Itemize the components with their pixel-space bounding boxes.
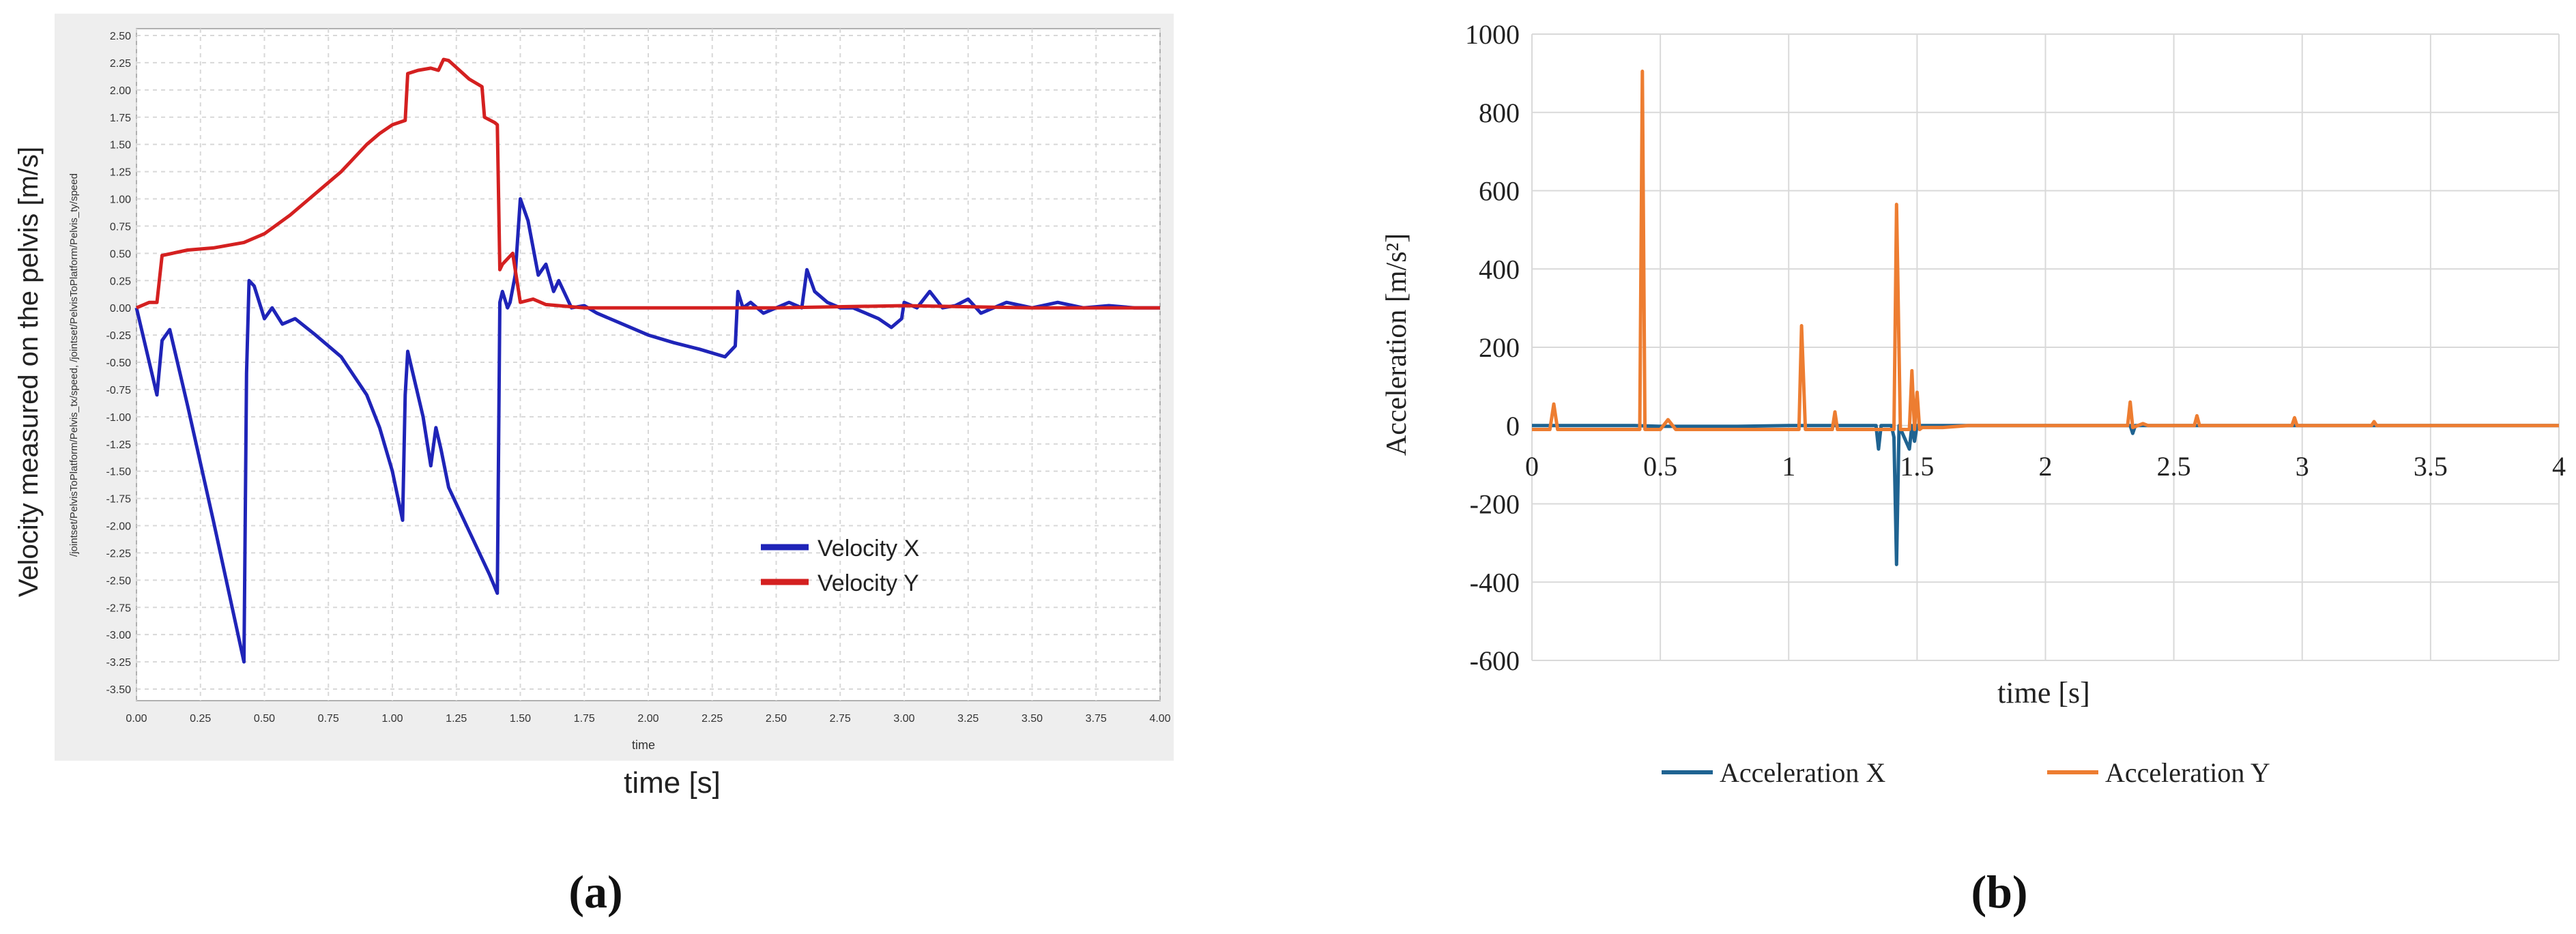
a-xtick-label: 2.75 (830, 713, 851, 725)
a-ytick-label: 1.25 (110, 167, 131, 179)
panel-label-a: (a) (568, 866, 622, 918)
a-xtick-label: 2.00 (637, 713, 659, 725)
a-xtick-label: 1.00 (381, 713, 403, 725)
b-ytick-label: 800 (1479, 98, 1520, 128)
a-ytick-label: -3.25 (106, 657, 132, 669)
a-ytick-label: -3.00 (106, 630, 132, 641)
b-xtick-label: 4 (2552, 451, 2566, 482)
a-xtick-label: 0.75 (318, 713, 339, 725)
a-ytick-label: -2.75 (106, 602, 132, 614)
a-xtick-label: 3.75 (1086, 713, 1107, 725)
a-ytick-label: -2.50 (106, 575, 132, 587)
b-ytick-label: -400 (1470, 567, 1520, 598)
a-ytick-label: 2.50 (110, 31, 131, 42)
panel-b-y-ticks: 1000 800 600 400 200 0 -200 -400 -600 (1465, 19, 1520, 676)
a-xtick-label: 0.25 (190, 713, 211, 725)
a-ytick-label: -3.50 (106, 684, 132, 696)
a-xtick-label: 0.00 (126, 713, 147, 725)
a-ytick-label: 1.75 (110, 113, 131, 124)
b-xtick-label: 1.5 (1900, 451, 1934, 482)
a-xtick-label: 0.50 (254, 713, 275, 725)
velocity-x-line (134, 197, 1160, 664)
b-xtick-label: 2.5 (2157, 451, 2191, 482)
acceleration-y-line (1532, 70, 2559, 431)
b-ytick-label: 1000 (1465, 19, 1520, 50)
b-ytick-label: -600 (1470, 645, 1520, 676)
a-xtick-label: 1.50 (510, 713, 531, 725)
a-xtick-label: 3.50 (1022, 713, 1043, 725)
panel-a-legend: Velocity X Velocity Y (761, 536, 919, 596)
a-ytick-label: -2.00 (106, 521, 132, 533)
a-ytick-label: -1.25 (106, 439, 132, 451)
a-ytick-label: 2.00 (110, 85, 131, 97)
legend-acceleration-x-label: Acceleration X (1720, 757, 1885, 788)
b-xtick-label: 1 (1782, 451, 1795, 482)
panel-b-series (1532, 70, 2559, 566)
panel-a-inner-ylabel: /jointset/PelvisToPlatform/Pelvis_tx/spe… (68, 173, 80, 557)
a-ytick-label: 0.75 (110, 221, 131, 233)
panel-b-x-ticks: 0 0.5 1 1.5 2 2.5 3 3.5 4 (1525, 451, 2566, 482)
a-xtick-label: 1.25 (446, 713, 467, 725)
panel-a-y-ticks: 2.50 2.25 2.00 1.75 1.50 1.25 1.00 0.75 0.50 0.25… (106, 31, 132, 696)
a-ytick-label: -0.50 (106, 357, 132, 369)
a-xtick-label: 4.00 (1149, 713, 1170, 725)
a-ytick-label: -1.75 (106, 494, 132, 506)
panel-b-ylabel: Acceleration [m/s²] (1381, 233, 1413, 456)
b-ytick-label: 0 (1506, 411, 1520, 441)
b-xtick-label: 0 (1525, 451, 1539, 482)
velocity-y-line (136, 57, 1160, 310)
panel-label-b: (b) (1971, 866, 2027, 918)
a-ytick-label: -1.00 (106, 412, 132, 424)
a-xtick-label: 3.00 (893, 713, 914, 725)
panel-a-velocity-chart: 2.50 2.25 2.00 1.75 1.50 1.25 1.00 0.75 0.50 0.25… (14, 14, 1174, 800)
a-ytick-label: -0.75 (106, 385, 132, 396)
a-ytick-label: 0.50 (110, 248, 131, 260)
b-ytick-label: -200 (1470, 489, 1520, 520)
a-ytick-label: -1.50 (106, 467, 132, 478)
a-ytick-label: 2.25 (110, 58, 131, 70)
a-ytick-label: 0.00 (110, 303, 131, 315)
panel-a-series (134, 57, 1160, 664)
a-ytick-label: 0.25 (110, 276, 131, 287)
b-xtick-label: 2 (2039, 451, 2053, 482)
b-xtick-label: 3 (2296, 451, 2309, 482)
panel-a-ylabel: Velocity measured on the pelvis [m/s] (14, 147, 44, 597)
a-ytick-label: -0.25 (106, 330, 132, 342)
b-xtick-label: 3.5 (2414, 451, 2448, 482)
a-ytick-label: 1.00 (110, 194, 131, 206)
panel-b-xlabel: time [s] (1997, 676, 2090, 710)
legend-velocity-x-label: Velocity X (817, 536, 919, 561)
b-ytick-label: 600 (1479, 176, 1520, 207)
b-xtick-label: 0.5 (1643, 451, 1677, 482)
panel-a-inner-xlabel: time (632, 738, 655, 752)
a-ytick-label: 1.50 (110, 140, 131, 151)
legend-acceleration-y-label: Acceleration Y (2105, 757, 2270, 788)
panel-a-x-ticks: 0.00 0.25 0.50 0.75 1.00 1.25 1.50 1.75 2.00 2.25… (126, 713, 1170, 725)
legend-velocity-y-label: Velocity Y (817, 570, 919, 596)
a-xtick-label: 2.25 (701, 713, 723, 725)
acceleration-x-line (1532, 424, 2559, 566)
panel-b-legend: Acceleration X Acceleration Y (1662, 757, 2270, 788)
a-ytick-label: -2.25 (106, 548, 132, 559)
panel-a-grid (136, 29, 1161, 701)
panel-a-xlabel: time [s] (624, 766, 721, 800)
a-xtick-label: 3.25 (957, 713, 979, 725)
a-xtick-label: 2.50 (766, 713, 787, 725)
b-ytick-label: 400 (1479, 254, 1520, 284)
b-ytick-label: 200 (1479, 332, 1520, 363)
a-xtick-label: 1.75 (574, 713, 595, 725)
